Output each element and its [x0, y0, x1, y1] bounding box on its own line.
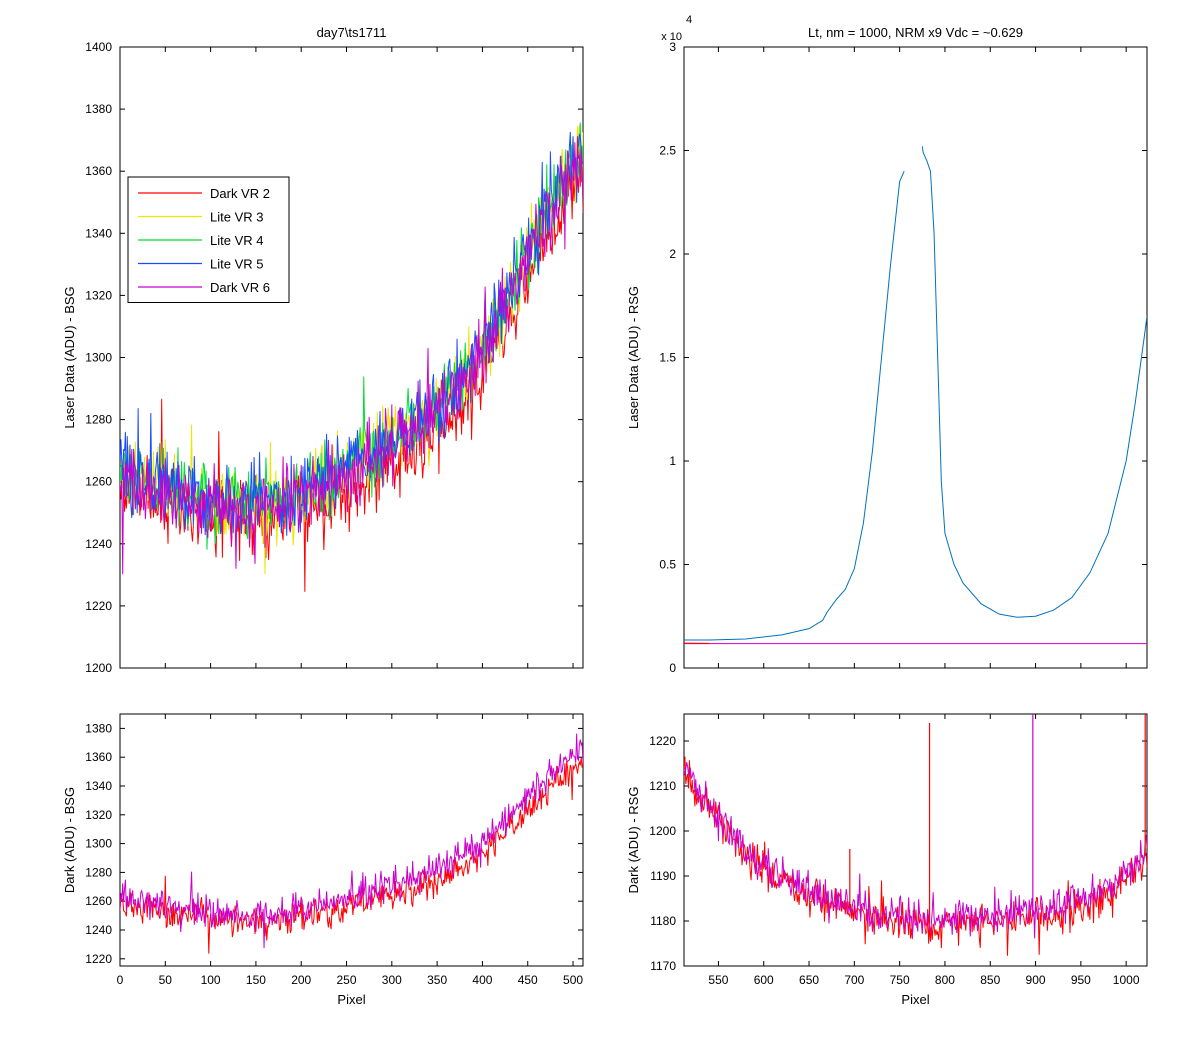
x-tick-label: 100 — [201, 973, 221, 987]
x-tick-label: 50 — [159, 973, 173, 987]
x-tick-label: 900 — [1026, 973, 1046, 987]
y-tick-label: 1220 — [85, 952, 112, 966]
y-tick-label: 1190 — [650, 869, 676, 883]
x-tick-label: 750 — [890, 973, 910, 987]
y-tick-label: 0 — [669, 661, 676, 675]
chart-top-right: 0 0.5 1 1.5 2 2.5 3x 10 4 Lt, nm = 1000, NRM x9 … — [626, 14, 1148, 675]
y-axis-label: Laser Data (ADU) - RSG — [626, 286, 641, 429]
legend-label: Dark VR 2 — [210, 186, 270, 201]
x-tick-label: 1000 — [1113, 973, 1140, 987]
y-tick-label: 1200 — [649, 824, 676, 838]
y-tick-label: 1300 — [85, 837, 112, 851]
x-tick-label: 650 — [799, 973, 819, 987]
series-line-1 — [684, 762, 1147, 939]
x-tick-label: 250 — [337, 973, 357, 987]
y-tick-label: 1320 — [85, 288, 112, 302]
axes-frame — [683, 713, 1148, 967]
y-tick-label: 1200 — [85, 661, 112, 675]
x-axis-label: Pixel — [337, 992, 365, 1007]
y-tick-label: 1.5 — [659, 351, 676, 365]
legend-label: Lite VR 4 — [210, 233, 263, 248]
y-tick-label: 1210 — [649, 779, 676, 793]
y-tick-label: 1280 — [85, 413, 112, 427]
x-tick-label: 850 — [980, 973, 1000, 987]
y-tick-label: 1320 — [85, 808, 112, 822]
y-axis-label: Dark (ADU) - BSG — [62, 787, 77, 893]
y-tick-label: 1260 — [85, 475, 112, 489]
y-tick-label: 1220 — [85, 599, 112, 613]
y-tick-label: 0.5 — [659, 558, 676, 572]
chart-title: Lt, nm = 1000, NRM x9 Vdc = ~0.629 — [808, 25, 1023, 40]
y-tick-label: 1240 — [85, 537, 112, 551]
y-tick-label: 1240 — [85, 923, 112, 937]
x-tick-label: 200 — [291, 973, 311, 987]
plot-area — [684, 146, 1147, 645]
x-tick-label: 500 — [563, 973, 583, 987]
y-tick-label: 1300 — [85, 351, 112, 365]
chart-bottom-right: 550 600 650 700 750 800 850 900 950 1000 1170 1180 1… — [626, 713, 1148, 1007]
y-tick-label: 2.5 — [659, 144, 676, 158]
x-tick-label: 450 — [518, 973, 538, 987]
x-tick-label: 600 — [754, 973, 774, 987]
y-tick-label: 1360 — [85, 750, 112, 764]
axes-frame — [119, 46, 584, 669]
series-line-1 — [120, 733, 583, 949]
y-tick-label: 1340 — [85, 779, 112, 793]
plot-area — [120, 122, 583, 592]
series-line-lite-vr-4 — [120, 122, 583, 550]
chart-title: day7\ts1711 — [317, 25, 387, 40]
series-line-0 — [684, 170, 905, 641]
x-tick-label: 800 — [935, 973, 955, 987]
x-tick-label: 550 — [708, 973, 728, 987]
x-tick-label: 150 — [246, 973, 266, 987]
y-axis-label: Dark (ADU) - RSG — [626, 787, 641, 894]
x-tick-label: 950 — [1071, 973, 1091, 987]
y-tick-label: 1260 — [85, 894, 112, 908]
legend-label: Lite VR 5 — [210, 257, 263, 272]
y-exponent-power: 4 — [686, 14, 692, 26]
y-tick-label: 3 — [669, 40, 676, 54]
y-tick-label: 1 — [669, 454, 676, 468]
y-tick-label: 1180 — [650, 914, 676, 928]
axes-frame — [683, 46, 1148, 669]
series-line-1 — [921, 146, 1147, 618]
y-tick-label: 1170 — [650, 959, 676, 973]
x-axis-label: Pixel — [901, 992, 929, 1007]
y-tick-label: 1340 — [85, 226, 112, 240]
plot-area — [684, 714, 1147, 956]
x-tick-label: 300 — [382, 973, 402, 987]
y-tick-label: 2 — [669, 247, 676, 261]
legend-label: Dark VR 6 — [210, 280, 270, 295]
y-tick-label: 1380 — [85, 721, 112, 735]
legend-label: Lite VR 3 — [210, 210, 263, 225]
x-tick-label: 0 — [117, 973, 124, 987]
x-tick-label: 700 — [844, 973, 864, 987]
y-tick-label: 1280 — [85, 865, 112, 879]
plot-area — [120, 733, 583, 954]
x-tick-label: 400 — [472, 973, 492, 987]
y-exponent-label: x 10 — [661, 31, 682, 43]
series-line-0 — [120, 757, 583, 954]
chart-top-left: 1200 1220 1240 1260 1280 1300 1320 1340 1360 1380… — [62, 25, 584, 675]
y-tick-label: 1380 — [85, 102, 112, 116]
chart-bottom-left: 0 50 100 150 200 250 300 350 400 450 500 1220 1240 12… — [62, 713, 584, 1007]
series-line-0 — [684, 756, 1147, 956]
y-axis-label: Laser Data (ADU) - BSG — [62, 286, 77, 428]
y-tick-label: 1400 — [85, 40, 112, 54]
series-line-dark-vr-6 — [120, 136, 583, 575]
x-tick-label: 350 — [427, 973, 447, 987]
axes-frame — [119, 713, 584, 967]
y-tick-label: 1360 — [85, 164, 112, 178]
legend: Dark VR 2 Lite VR 3 Lite VR 4 Lite VR 5 Dark… — [127, 176, 290, 303]
y-tick-label: 1220 — [649, 734, 676, 748]
